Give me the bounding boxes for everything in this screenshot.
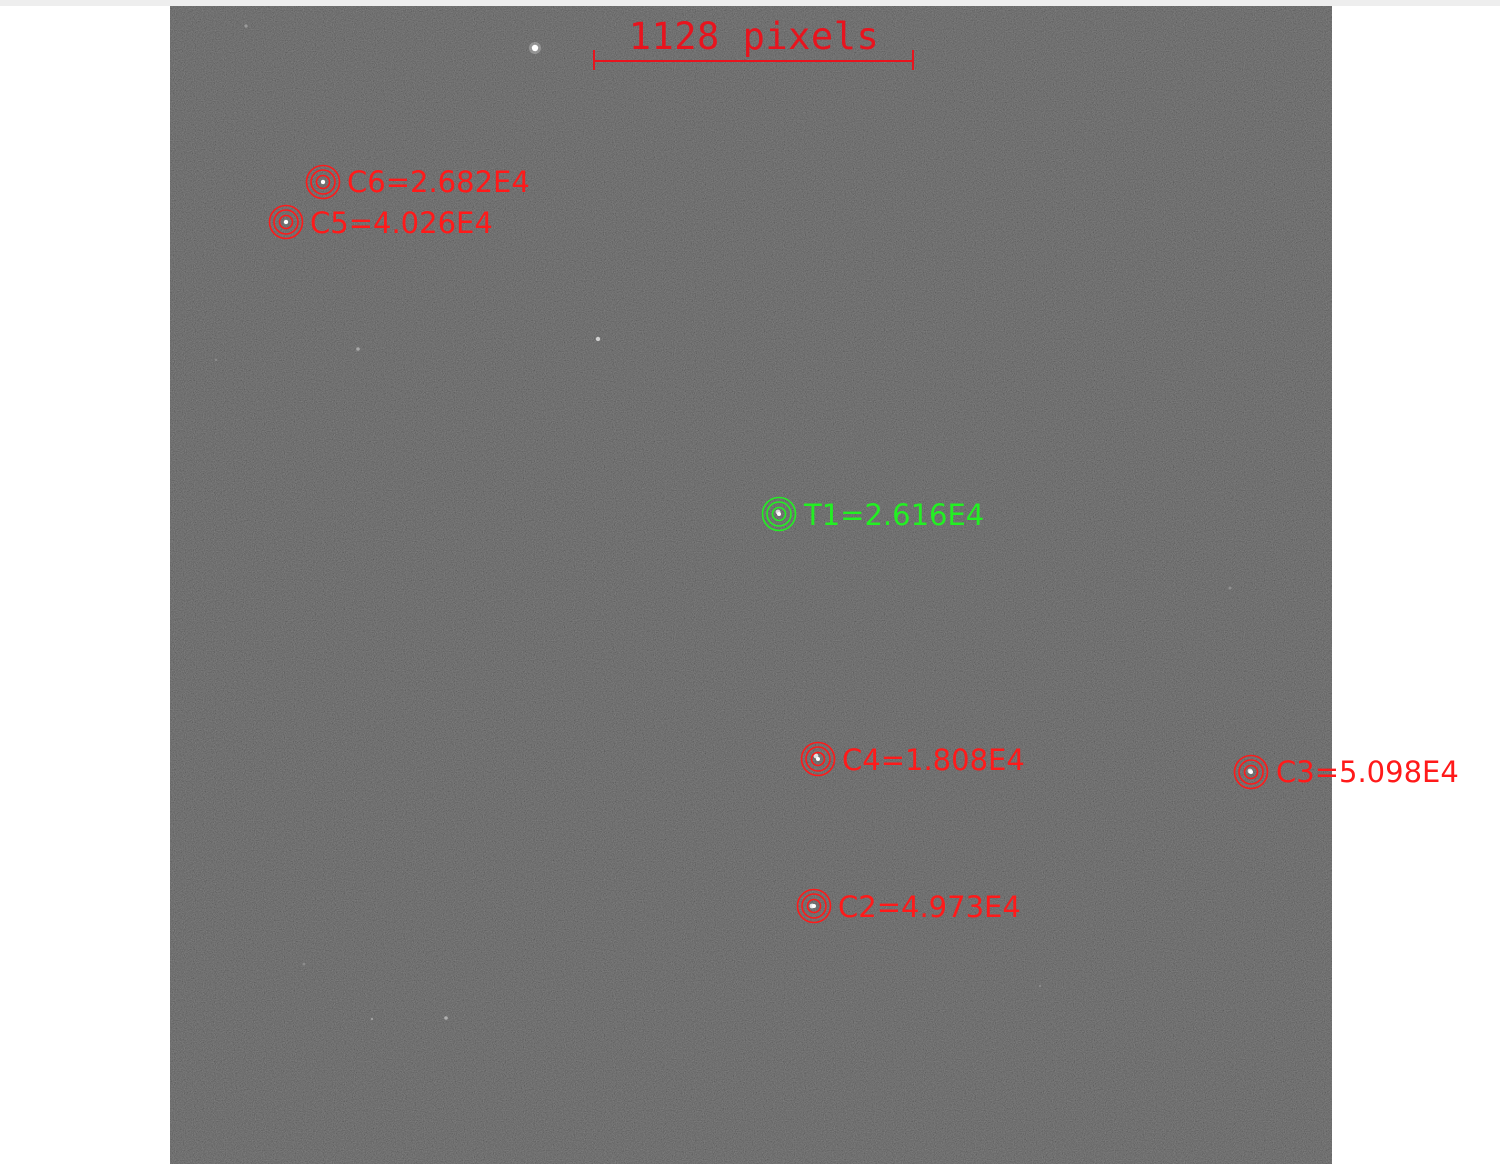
aperture-c5[interactable] [268,204,304,240]
aperture-rings-icon [796,888,832,924]
window-top-edge [0,0,1500,6]
star-field-image[interactable] [170,6,1332,1164]
aperture-rings-icon [800,741,836,777]
aperture-c6[interactable] [305,164,341,200]
aperture-rings-icon [1233,754,1269,790]
aperture-rings-icon [305,164,341,200]
star-field-noise [170,6,1332,1164]
aperture-c4[interactable] [800,741,836,777]
aperture-c3[interactable] [1233,754,1269,790]
aperture-c2[interactable] [796,888,832,924]
aperture-rings-icon [761,496,797,532]
aperture-rings-icon [268,204,304,240]
aperture-t1[interactable] [761,496,797,532]
